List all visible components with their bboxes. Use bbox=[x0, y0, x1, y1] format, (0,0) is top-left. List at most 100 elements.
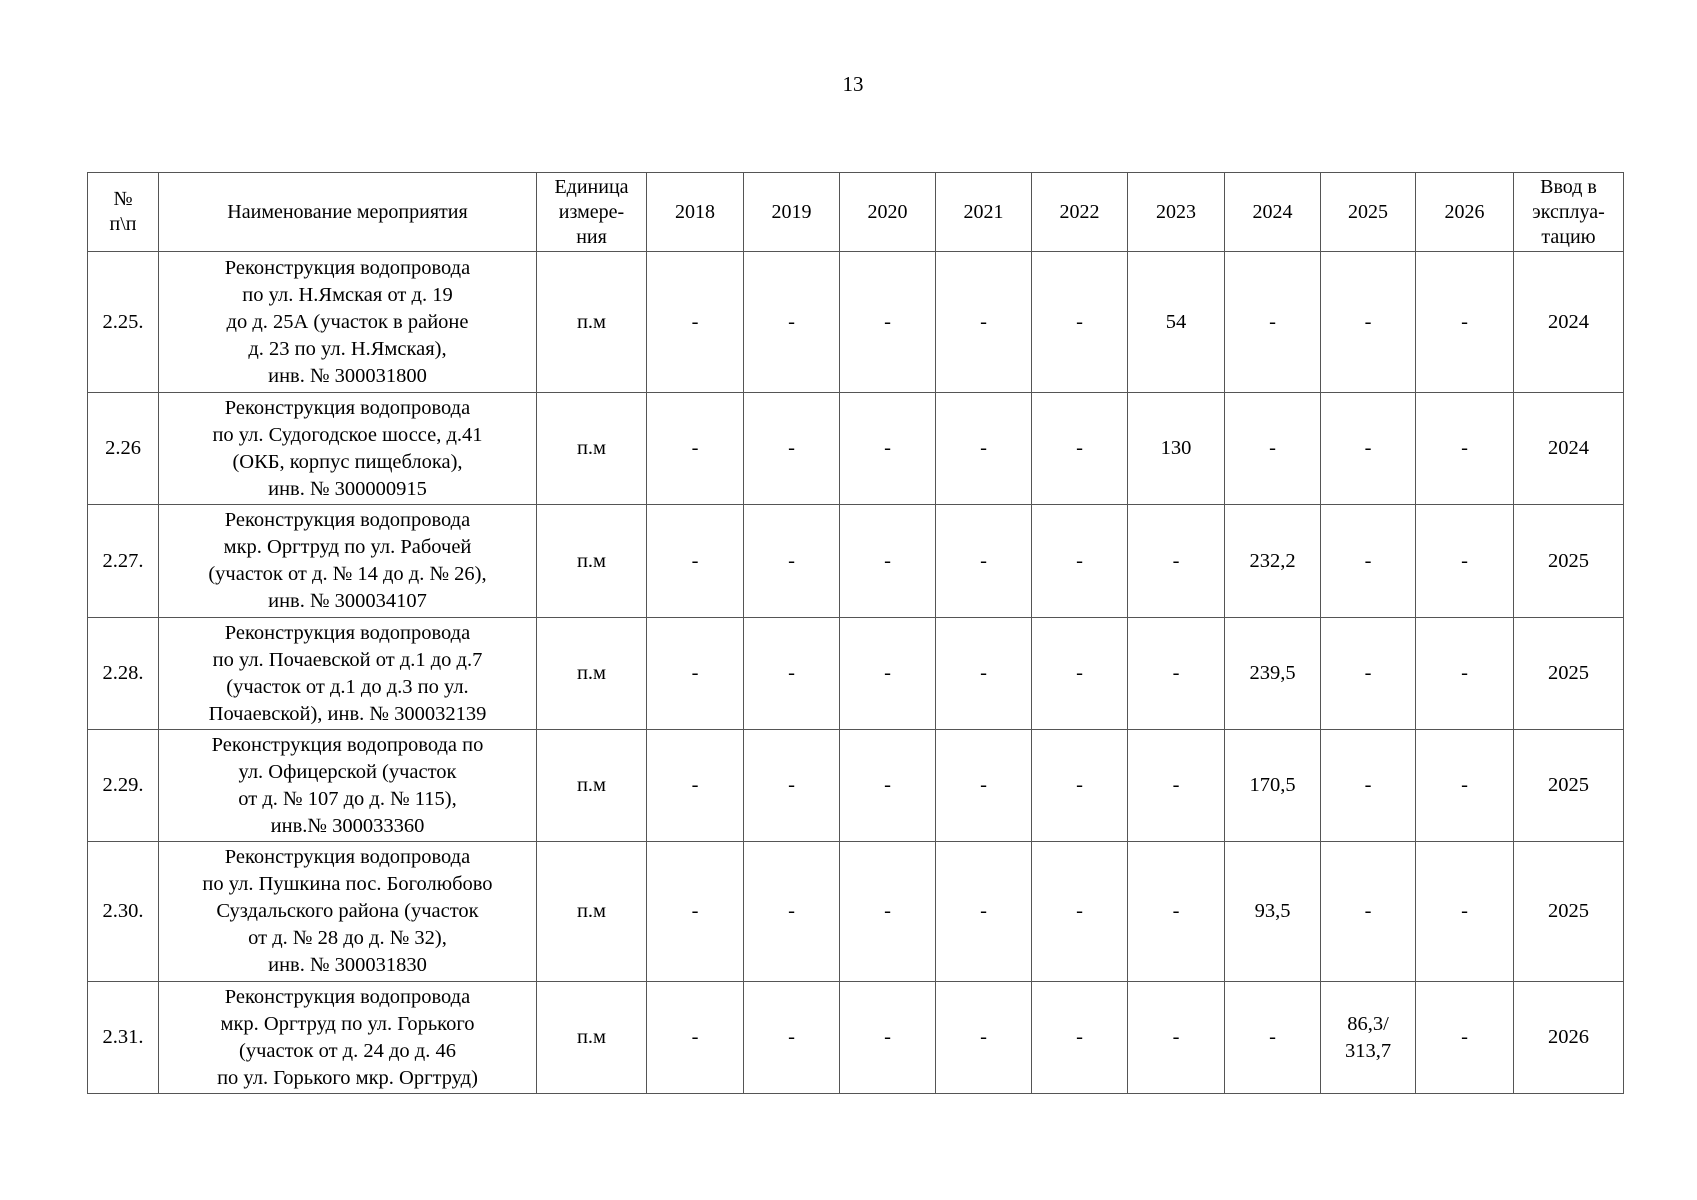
cell-y2025: - bbox=[1320, 504, 1416, 618]
header-y2026: 2026 bbox=[1415, 172, 1514, 252]
cell-y2019: - bbox=[743, 981, 840, 1094]
cell-name: Реконструкция водопровода мкр. Оргтруд п… bbox=[158, 981, 537, 1094]
table-row: 2.30. Реконструкция водопровода по ул. Пу… bbox=[87, 841, 1624, 982]
cell-y2025: - bbox=[1320, 729, 1416, 842]
cell-y2018: - bbox=[646, 504, 744, 618]
header-name: Наименование мероприятия bbox=[158, 172, 537, 252]
cell-y2019: - bbox=[743, 729, 840, 842]
table-row: 2.27. Реконструкция водопровода мкр. Оргт… bbox=[87, 504, 1624, 618]
cell-y2024: - bbox=[1224, 392, 1321, 505]
cell-commissioning: 2024 bbox=[1513, 392, 1624, 505]
cell-y2026: - bbox=[1415, 981, 1514, 1094]
cell-y2022: - bbox=[1031, 981, 1128, 1094]
cell-unit: п.м bbox=[536, 729, 647, 842]
cell-y2019: - bbox=[743, 617, 840, 730]
cell-y2019: - bbox=[743, 504, 840, 618]
cell-y2023: 130 bbox=[1127, 392, 1225, 505]
cell-y2019: - bbox=[743, 841, 840, 982]
cell-commissioning: 2025 bbox=[1513, 729, 1624, 842]
header-y2024: 2024 bbox=[1224, 172, 1321, 252]
cell-name: Реконструкция водопровода по ул. Почаевс… bbox=[158, 617, 537, 730]
cell-y2024: 93,5 bbox=[1224, 841, 1321, 982]
cell-commissioning: 2025 bbox=[1513, 841, 1624, 982]
page-number: 13 bbox=[842, 72, 864, 96]
header-y2020: 2020 bbox=[839, 172, 936, 252]
header-y2019: 2019 bbox=[743, 172, 840, 252]
header-y2025: 2025 bbox=[1320, 172, 1416, 252]
table-row: 2.29. Реконструкция водопровода по ул. Оф… bbox=[87, 729, 1624, 842]
cell-y2018: - bbox=[646, 617, 744, 730]
cell-y2024: 170,5 bbox=[1224, 729, 1321, 842]
cell-y2023: - bbox=[1127, 729, 1225, 842]
cell-y2021: - bbox=[935, 504, 1032, 618]
cell-y2019: - bbox=[743, 392, 840, 505]
cell-y2020: - bbox=[839, 729, 936, 842]
cell-y2023: 54 bbox=[1127, 251, 1225, 393]
cell-commissioning: 2025 bbox=[1513, 617, 1624, 730]
cell-y2018: - bbox=[646, 251, 744, 393]
cell-y2020: - bbox=[839, 504, 936, 618]
cell-y2021: - bbox=[935, 251, 1032, 393]
cell-y2026: - bbox=[1415, 504, 1514, 618]
cell-unit: п.м bbox=[536, 251, 647, 393]
cell-y2024: - bbox=[1224, 251, 1321, 393]
cell-commissioning: 2024 bbox=[1513, 251, 1624, 393]
cell-y2026: - bbox=[1415, 841, 1514, 982]
cell-y2022: - bbox=[1031, 504, 1128, 618]
cell-unit: п.м bbox=[536, 841, 647, 982]
cell-y2019: - bbox=[743, 251, 840, 393]
cell-y2023: - bbox=[1127, 841, 1225, 982]
cell-y2024: 239,5 bbox=[1224, 617, 1321, 730]
cell-y2021: - bbox=[935, 392, 1032, 505]
cell-number: 2.29. bbox=[87, 729, 159, 842]
table-row: 2.31. Реконструкция водопровода мкр. Оргт… bbox=[87, 981, 1624, 1094]
cell-y2023: - bbox=[1127, 504, 1225, 618]
cell-number: 2.28. bbox=[87, 617, 159, 730]
cell-y2020: - bbox=[839, 981, 936, 1094]
cell-y2024: - bbox=[1224, 981, 1321, 1094]
cell-y2025: - bbox=[1320, 251, 1416, 393]
cell-y2018: - bbox=[646, 841, 744, 982]
table-row: 2.26 Реконструкция водопровода по ул. Суд… bbox=[87, 392, 1624, 505]
cell-y2022: - bbox=[1031, 392, 1128, 505]
cell-name: Реконструкция водопровода по ул. Офицерс… bbox=[158, 729, 537, 842]
cell-name: Реконструкция водопровода мкр. Оргтруд п… bbox=[158, 504, 537, 618]
cell-y2026: - bbox=[1415, 617, 1514, 730]
cell-y2025: - bbox=[1320, 392, 1416, 505]
cell-unit: п.м bbox=[536, 504, 647, 618]
cell-y2020: - bbox=[839, 251, 936, 393]
cell-y2021: - bbox=[935, 981, 1032, 1094]
cell-y2023: - bbox=[1127, 981, 1225, 1094]
cell-y2026: - bbox=[1415, 392, 1514, 505]
cell-number: 2.31. bbox=[87, 981, 159, 1094]
cell-commissioning: 2025 bbox=[1513, 504, 1624, 618]
cell-number: 2.30. bbox=[87, 841, 159, 982]
header-y2018: 2018 bbox=[646, 172, 744, 252]
cell-y2021: - bbox=[935, 729, 1032, 842]
cell-y2026: - bbox=[1415, 729, 1514, 842]
cell-number: 2.25. bbox=[87, 251, 159, 393]
header-commissioning: Ввод в эксплуа- тацию bbox=[1513, 172, 1624, 252]
cell-y2026: - bbox=[1415, 251, 1514, 393]
cell-y2022: - bbox=[1031, 729, 1128, 842]
cell-y2022: - bbox=[1031, 617, 1128, 730]
cell-unit: п.м bbox=[536, 981, 647, 1094]
header-number: № п\п bbox=[87, 172, 159, 252]
cell-y2025: 86,3/ 313,7 bbox=[1320, 981, 1416, 1094]
cell-y2025: - bbox=[1320, 841, 1416, 982]
cell-y2025: - bbox=[1320, 617, 1416, 730]
cell-y2020: - bbox=[839, 617, 936, 730]
cell-y2021: - bbox=[935, 841, 1032, 982]
cell-unit: п.м bbox=[536, 617, 647, 730]
table-row: 2.25. Реконструкция водопровода по ул. Н.… bbox=[87, 251, 1624, 393]
cell-y2022: - bbox=[1031, 251, 1128, 393]
measures-table: № п\п Наименование мероприятия Единица изм… bbox=[87, 172, 1624, 1094]
cell-commissioning: 2026 bbox=[1513, 981, 1624, 1094]
cell-y2020: - bbox=[839, 392, 936, 505]
cell-name: Реконструкция водопровода по ул. Н.Ямска… bbox=[158, 251, 537, 393]
header-y2022: 2022 bbox=[1031, 172, 1128, 252]
cell-unit: п.м bbox=[536, 392, 647, 505]
cell-y2018: - bbox=[646, 392, 744, 505]
table-row: 2.28. Реконструкция водопровода по ул. По… bbox=[87, 617, 1624, 730]
cell-y2021: - bbox=[935, 617, 1032, 730]
